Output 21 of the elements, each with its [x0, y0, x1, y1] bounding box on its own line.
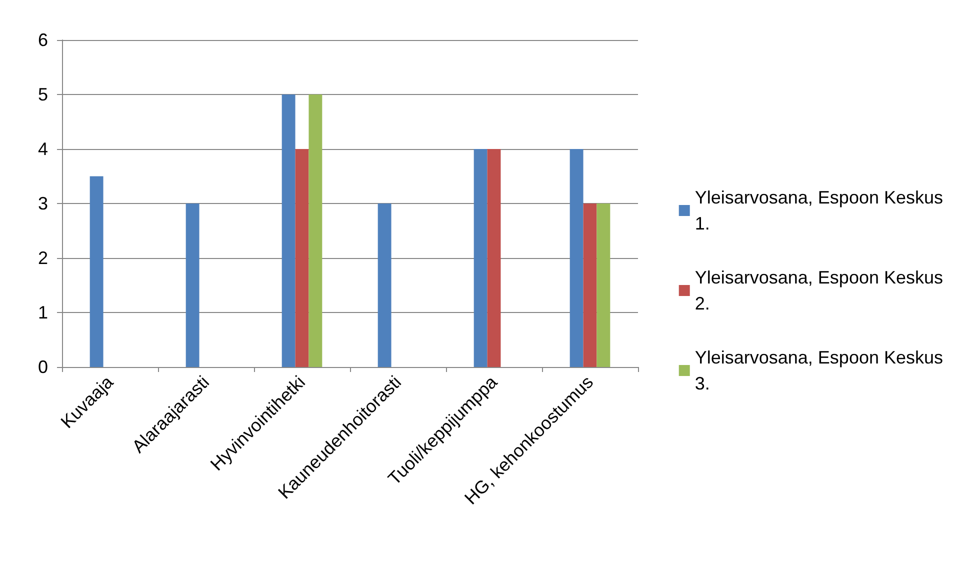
y-tick-label: 1	[38, 302, 48, 322]
bar	[378, 204, 392, 367]
bar	[295, 149, 309, 367]
y-tick-label: 4	[38, 139, 48, 159]
bar	[474, 149, 488, 367]
bar	[308, 94, 322, 367]
y-tick-label: 2	[38, 248, 48, 268]
bar	[282, 94, 296, 367]
bar	[90, 176, 104, 367]
legend-label: Yleisarvosana, Espoon Keskus 2.	[694, 268, 944, 314]
bar	[487, 149, 501, 367]
bar	[570, 149, 584, 367]
y-tick-label: 6	[38, 30, 48, 50]
y-tick-label: 3	[38, 194, 48, 214]
bar	[596, 204, 610, 367]
y-tick-label: 5	[38, 84, 48, 104]
bar	[186, 204, 200, 367]
legend-label: Yleisarvosana, Espoon Keskus 3.	[694, 348, 944, 394]
legend-label: Yleisarvosana, Espoon Keskus 1.	[694, 188, 944, 234]
bar	[583, 204, 597, 367]
y-tick-label: 0	[38, 357, 48, 377]
